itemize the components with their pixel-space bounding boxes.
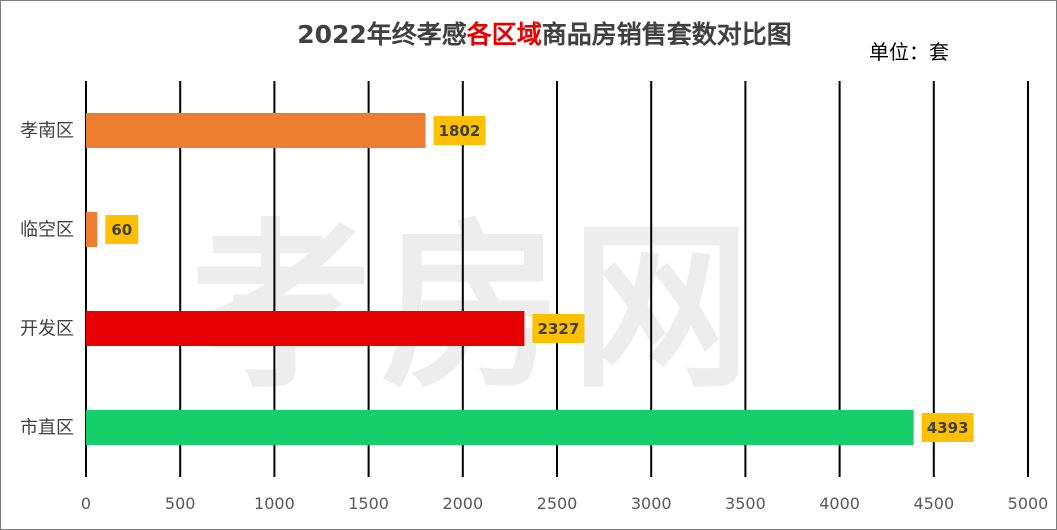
title-suffix: 商品房销售套数对比图 bbox=[541, 20, 792, 49]
x-tick-label: 5000 bbox=[1008, 494, 1049, 513]
bar-1 bbox=[86, 113, 426, 148]
category-label: 市直区 bbox=[20, 418, 74, 439]
bar-3 bbox=[86, 311, 525, 346]
x-tick-label: 2500 bbox=[537, 494, 578, 513]
x-tick-label: 4000 bbox=[819, 494, 860, 513]
x-tick-label: 4500 bbox=[913, 494, 954, 513]
bar-4 bbox=[86, 410, 914, 445]
x-tick-label: 1500 bbox=[348, 494, 389, 513]
data-label-box bbox=[921, 413, 974, 442]
x-tick-label: 1000 bbox=[254, 494, 295, 513]
title-highlight: 各区域 bbox=[466, 20, 542, 49]
data-label: 2327 bbox=[538, 320, 580, 338]
unit-label: 单位：套 bbox=[869, 40, 949, 64]
title-prefix: 2022年终孝感 bbox=[297, 20, 467, 49]
x-tick-label: 3000 bbox=[631, 494, 672, 513]
x-tick-label: 3500 bbox=[725, 494, 766, 513]
category-label: 开发区 bbox=[20, 319, 74, 340]
watermark: 孝房网 bbox=[191, 204, 762, 413]
data-label-box bbox=[532, 314, 585, 343]
x-tick-label: 0 bbox=[81, 494, 91, 513]
data-label-box bbox=[105, 215, 139, 244]
category-label: 孝南区 bbox=[20, 121, 74, 142]
data-label-box bbox=[433, 116, 486, 145]
data-label: 1802 bbox=[439, 122, 481, 140]
category-label: 临空区 bbox=[20, 220, 74, 241]
data-label: 60 bbox=[111, 221, 132, 239]
data-label: 4393 bbox=[927, 419, 969, 437]
bar-2 bbox=[86, 212, 98, 247]
x-tick-label: 500 bbox=[165, 494, 196, 513]
chart-title: 2022年终孝感各区域商品房销售套数对比图 bbox=[1, 15, 1056, 51]
x-tick-label: 2000 bbox=[442, 494, 483, 513]
